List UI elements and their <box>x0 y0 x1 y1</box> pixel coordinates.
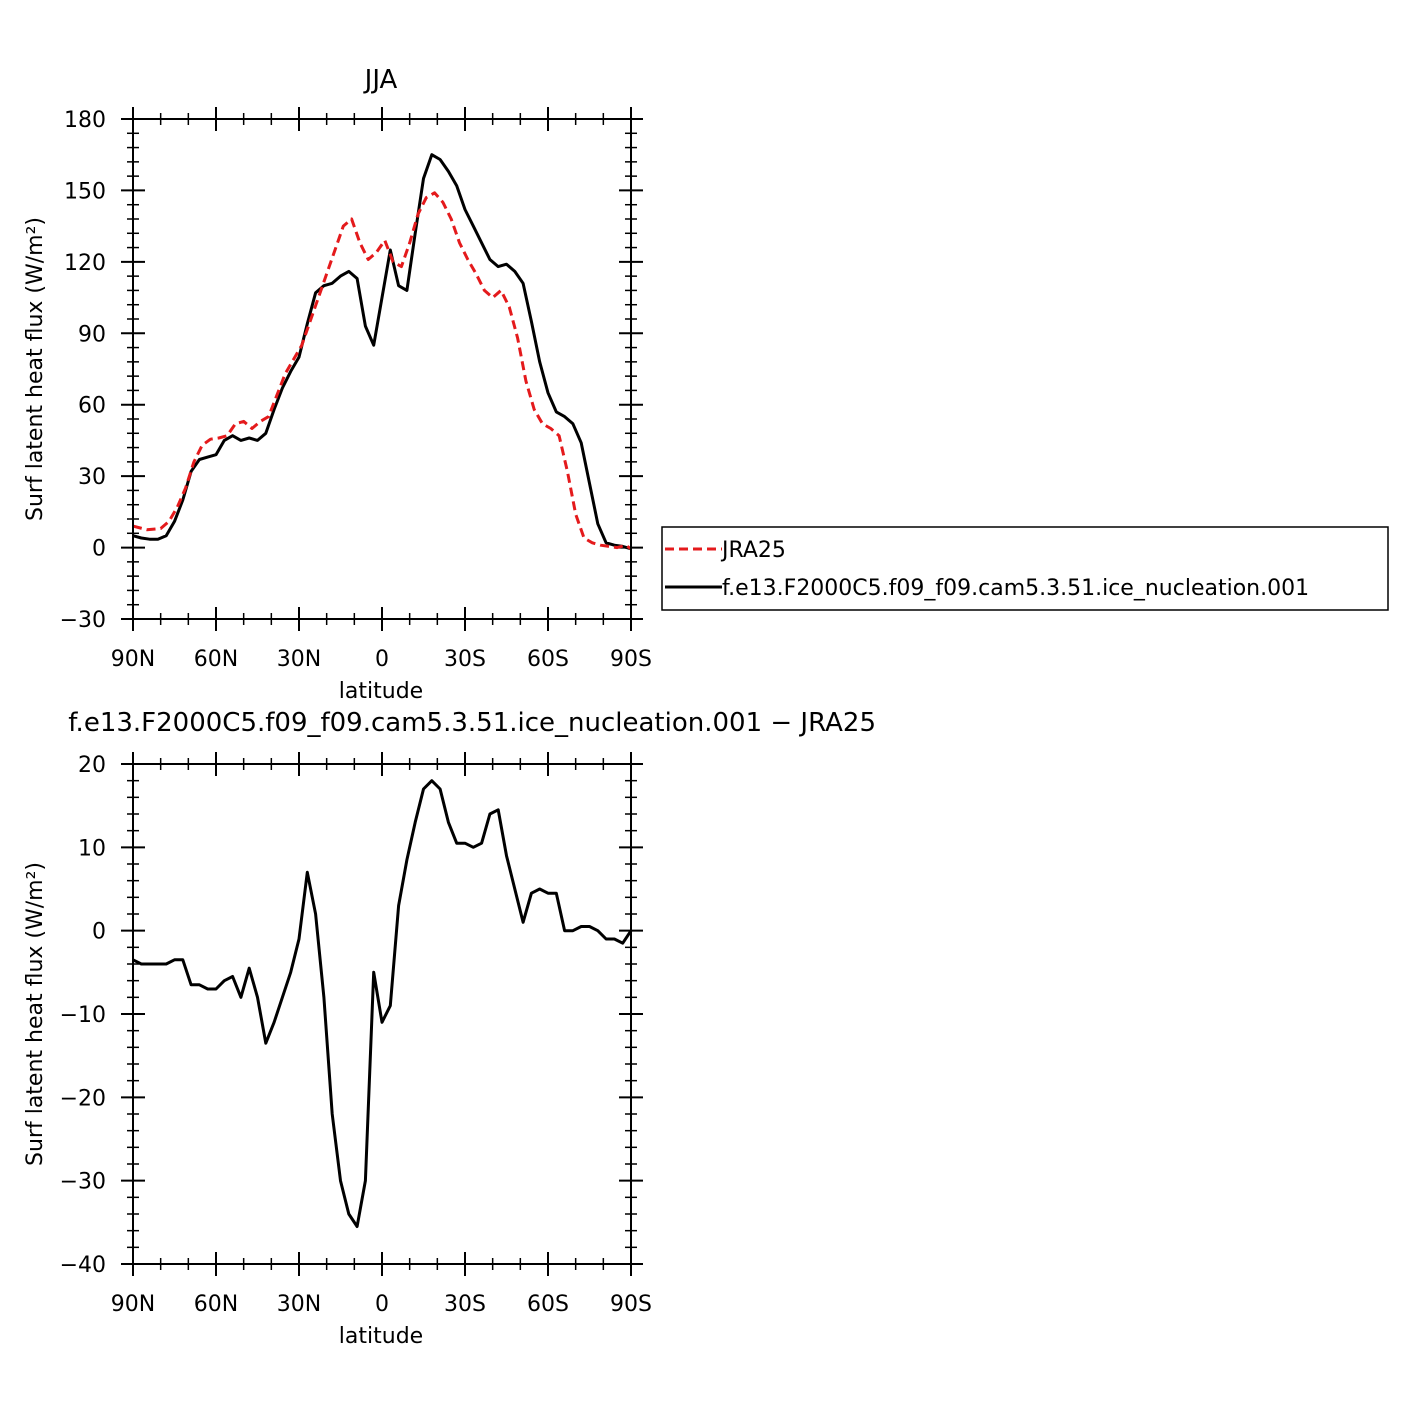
x-axis-label: latitude <box>339 1324 423 1349</box>
x-tick-label: 90S <box>610 1292 652 1317</box>
chart-title: JJA <box>363 65 398 95</box>
chart-top-panel: JJA 90N 60N 30N 0 30S 60S 90S −30 0 30 60 90 120 150 1… <box>23 65 652 704</box>
x-tick-label: 30S <box>444 647 486 672</box>
y-tick-label: 180 <box>64 108 106 133</box>
x-tick-label: 60S <box>527 647 569 672</box>
chart-title: f.e13.F2000C5.f09_f09.cam5.3.51.ice_nucl… <box>68 708 876 738</box>
x-tick-label: 60N <box>194 647 238 672</box>
y-tick-label: 0 <box>92 920 106 945</box>
x-tick-label: 0 <box>375 1292 389 1317</box>
x-tick-label: 30N <box>277 647 321 672</box>
series-line-jra25 <box>132 191 632 551</box>
y-tick-label: 150 <box>64 179 106 204</box>
y-tick-label: 90 <box>78 322 106 347</box>
y-tick-label: 120 <box>64 251 106 276</box>
y-tick-label: −30 <box>60 608 106 633</box>
y-tick-label: −40 <box>60 1253 106 1278</box>
plot-frame <box>132 763 632 1265</box>
legend-label-jra25: JRA25 <box>720 538 786 563</box>
y-tick-label: 60 <box>78 394 106 419</box>
legend-label-model: f.e13.F2000C5.f09_f09.cam5.3.51.ice_nucl… <box>722 576 1309 601</box>
x-tick-label: 0 <box>375 647 389 672</box>
legend: JRA25 f.e13.F2000C5.f09_f09.cam5.3.51.ic… <box>661 526 1389 611</box>
y-tick-label: 30 <box>78 465 106 490</box>
series-line-model <box>132 779 633 1228</box>
y-tick-label: −30 <box>60 1170 106 1195</box>
y-tick-label: 10 <box>78 836 106 861</box>
plot-frame <box>132 118 632 620</box>
legend-box <box>661 526 1389 611</box>
x-axis-label: latitude <box>339 679 423 704</box>
x-tick-label: 30N <box>277 1292 321 1317</box>
x-tick-label: 90N <box>111 1292 155 1317</box>
x-tick-label: 60S <box>527 1292 569 1317</box>
series-line-model <box>132 153 632 551</box>
y-tick-label: 20 <box>78 753 106 778</box>
x-tick-label: 90N <box>111 647 155 672</box>
y-tick-label: 0 <box>92 537 106 562</box>
chart-bottom-panel: f.e13.F2000C5.f09_f09.cam5.3.51.ice_nucl… <box>23 708 876 1349</box>
series-layer <box>132 779 633 1228</box>
x-tick-label: 90S <box>610 647 652 672</box>
axis-ticks: 90N 60N 30N 0 30S 60S 90S −30 0 30 60 90 120 150 180 <box>60 107 652 672</box>
axis-ticks: 90N 60N 30N 0 30S 60S 90S −40 −30 −20 −10 0 10 20 <box>60 752 652 1317</box>
series-layer <box>132 153 632 551</box>
y-axis-label: Surf latent heat flux (W/m²) <box>23 217 48 521</box>
x-tick-label: 30S <box>444 1292 486 1317</box>
y-tick-label: −20 <box>60 1086 106 1111</box>
y-axis-label: Surf latent heat flux (W/m²) <box>23 862 48 1166</box>
x-tick-label: 60N <box>194 1292 238 1317</box>
y-tick-label: −10 <box>60 1003 106 1028</box>
